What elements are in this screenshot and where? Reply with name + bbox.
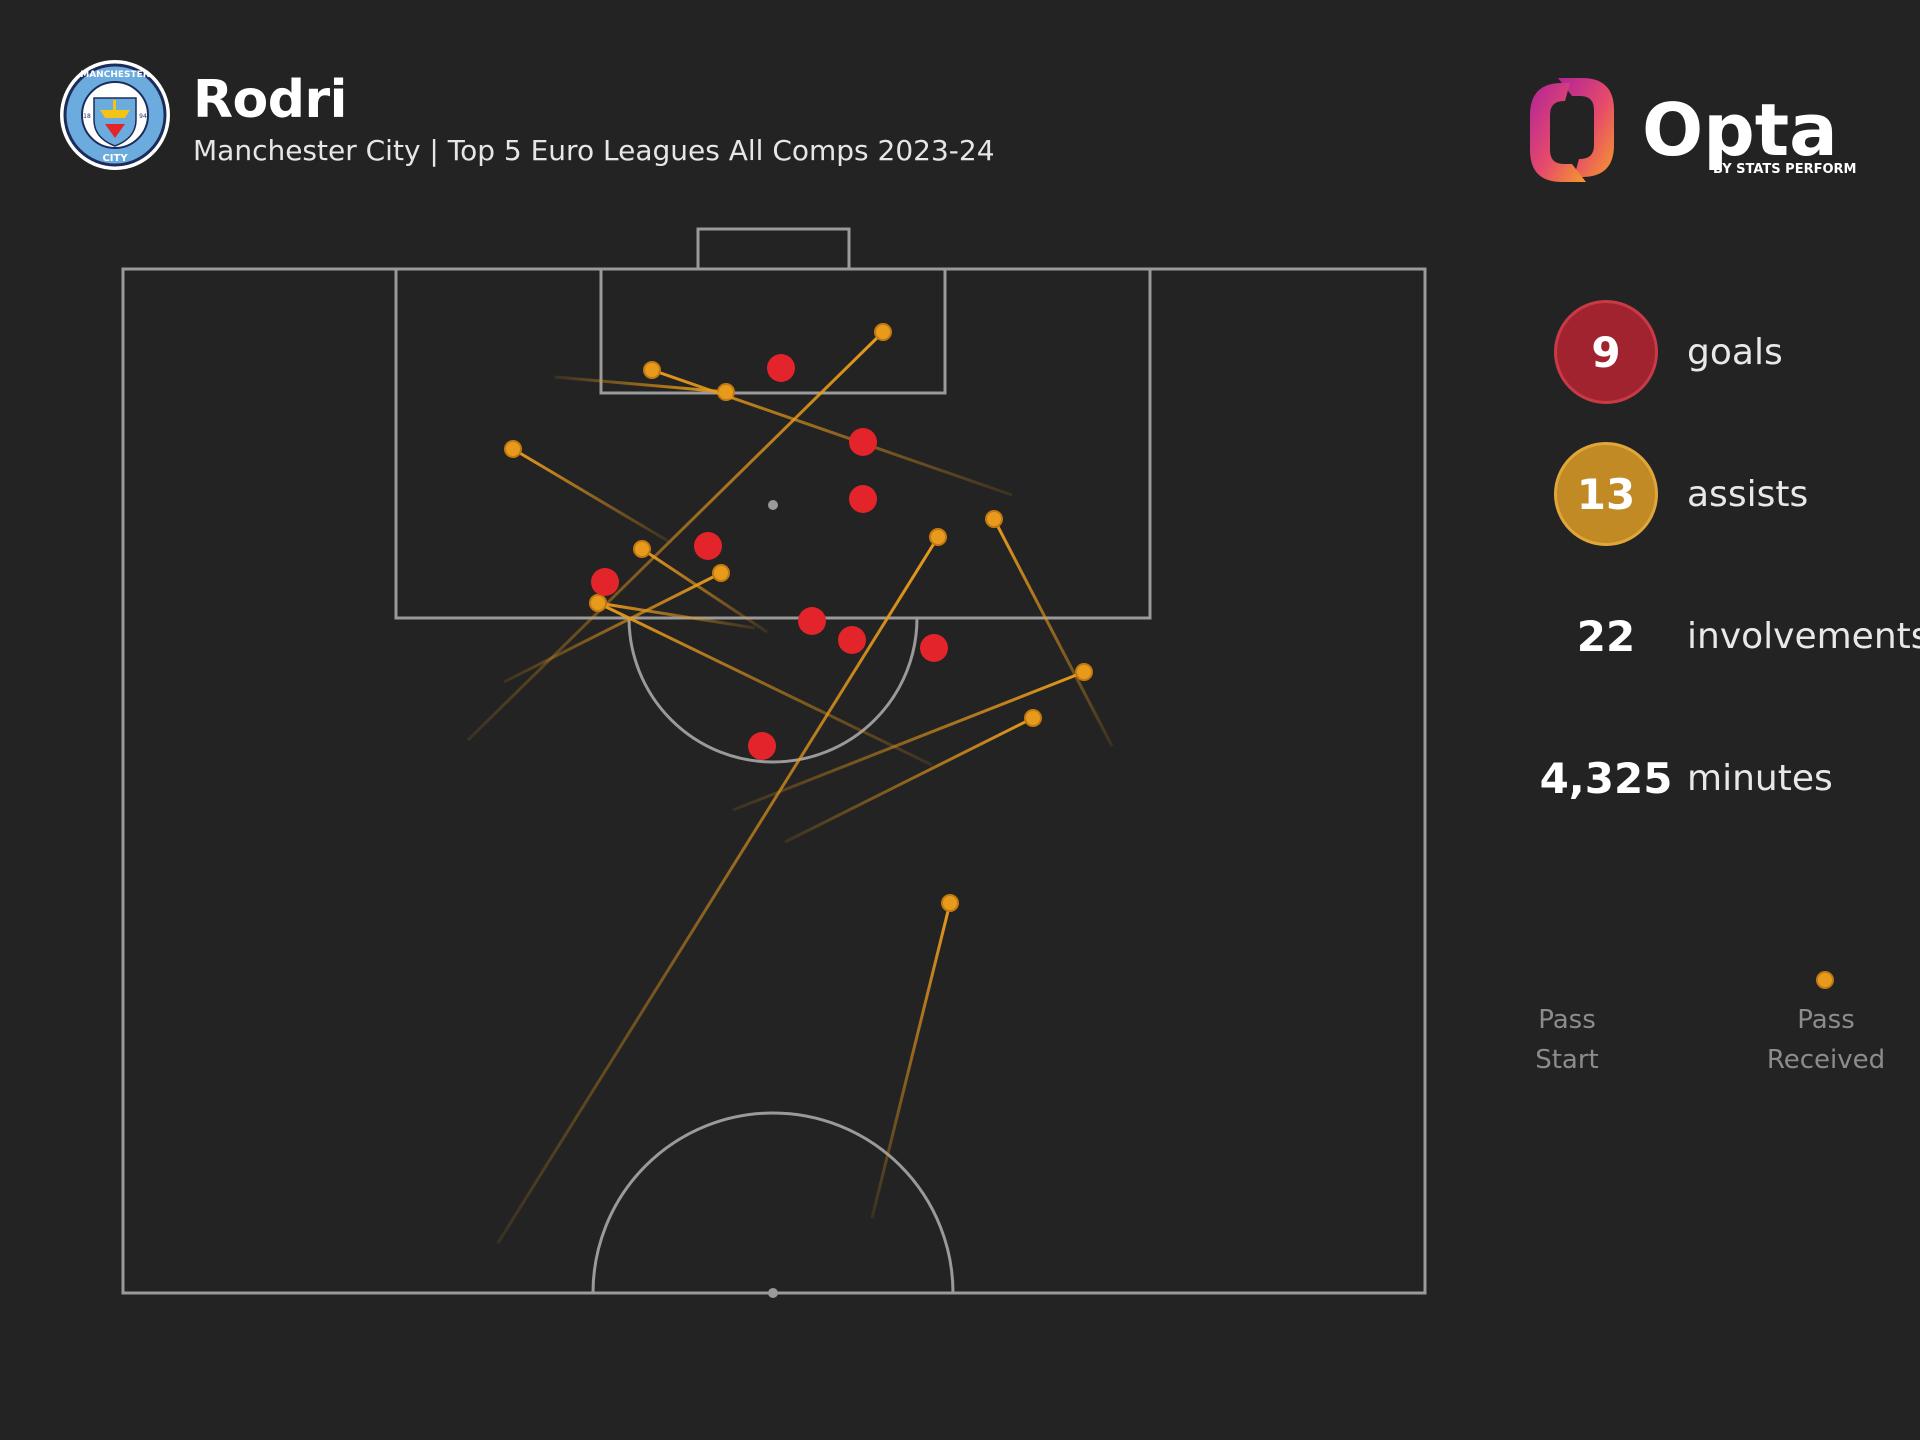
assist-passes bbox=[466, 323, 1114, 1244]
crest-year-right: 94 bbox=[139, 113, 147, 120]
goal-shots bbox=[591, 354, 948, 760]
legend-start-line1: Pass bbox=[1538, 1005, 1596, 1035]
assist-pass-line bbox=[651, 368, 1013, 497]
chart-subtitle: Manchester City | Top 5 Euro Leagues All… bbox=[193, 134, 995, 167]
pass-received-marker bbox=[504, 440, 522, 458]
penalty-arc bbox=[627, 617, 919, 764]
assist-pass-line bbox=[554, 375, 727, 394]
assist-pass-line bbox=[784, 716, 1034, 844]
brand-name: Opta bbox=[1642, 88, 1838, 172]
assists-badge: 13 bbox=[1554, 442, 1658, 546]
goal-shot-marker bbox=[838, 626, 866, 654]
legend-start-line2: Start bbox=[1535, 1045, 1599, 1075]
pitch-lines bbox=[121, 227, 1427, 1295]
center-circle-arc bbox=[591, 1111, 955, 1294]
assists-label: assists bbox=[1687, 473, 1809, 515]
pass-received-marker bbox=[874, 323, 892, 341]
assist-pass-line bbox=[503, 571, 722, 684]
goal-shot-marker bbox=[798, 607, 826, 635]
six-yard-box bbox=[599, 267, 947, 395]
assist-pass-line bbox=[466, 330, 885, 742]
stat-goals: 9 goals bbox=[1530, 300, 1920, 410]
assist-pass-line bbox=[992, 518, 1114, 747]
legend-pass-line bbox=[1566, 971, 1834, 989]
stat-minutes: 4,325 minutes bbox=[1530, 726, 1920, 836]
pass-received-marker bbox=[643, 361, 661, 379]
manchester-city-crest-icon: MANCHESTER CITY 18 94 bbox=[60, 60, 170, 170]
goal-shot-marker bbox=[849, 485, 877, 513]
pass-received-marker bbox=[941, 894, 959, 912]
crest-year-left: 18 bbox=[83, 113, 91, 120]
assist-pass-line bbox=[641, 547, 768, 634]
legend-pass-start: Pass Start bbox=[1497, 1000, 1637, 1080]
pass-received-marker bbox=[589, 594, 607, 612]
assist-pass-line bbox=[597, 601, 756, 630]
center-spot bbox=[768, 1288, 778, 1298]
pitch-boundary bbox=[121, 267, 1427, 1295]
assist-pass-line bbox=[512, 447, 669, 543]
pass-received-marker bbox=[633, 540, 651, 558]
legend-pass-received-marker bbox=[1816, 971, 1834, 989]
penalty-spot bbox=[768, 500, 778, 510]
goals-badge: 9 bbox=[1554, 300, 1658, 404]
pass-received-marker bbox=[1024, 709, 1042, 727]
legend-end-line1: Pass bbox=[1797, 1005, 1855, 1035]
goal-shot-marker bbox=[694, 532, 722, 560]
stat-involvements: 22 involvements bbox=[1530, 584, 1920, 694]
goal-shot-marker bbox=[920, 634, 948, 662]
assist-pass-line bbox=[870, 902, 952, 1219]
goal-shot-marker bbox=[849, 428, 877, 456]
goal-frame bbox=[696, 227, 851, 271]
legend-end-line2: Received bbox=[1766, 1045, 1886, 1075]
stat-assists: 13 assists bbox=[1530, 442, 1920, 552]
goal-shot-marker bbox=[591, 568, 619, 596]
brand-tagline: BY STATS PERFORM bbox=[1713, 162, 1856, 177]
player-name: Rodri bbox=[193, 70, 347, 130]
goals-label: goals bbox=[1687, 331, 1783, 373]
assist-pass-line bbox=[496, 536, 940, 1244]
involvements-value: 22 bbox=[1576, 611, 1636, 661]
pass-received-marker bbox=[1075, 663, 1093, 681]
pass-received-marker bbox=[985, 510, 1003, 528]
crest-text-bottom: CITY bbox=[102, 153, 128, 164]
assist-pass-line bbox=[597, 601, 933, 767]
assists-value: 13 bbox=[1576, 469, 1636, 519]
crest-text-top: MANCHESTER bbox=[80, 70, 150, 80]
goals-value: 9 bbox=[1591, 327, 1621, 377]
assist-pass-line bbox=[732, 670, 1085, 812]
pass-received-marker bbox=[712, 564, 730, 582]
goal-shot-marker bbox=[748, 732, 776, 760]
legend-pass-received: Pass Received bbox=[1756, 1000, 1896, 1080]
pass-received-marker bbox=[929, 528, 947, 546]
goal-shot-marker bbox=[767, 354, 795, 382]
minutes-value: 4,325 bbox=[1539, 753, 1673, 803]
minutes-label: minutes bbox=[1687, 757, 1833, 799]
involvements-label: involvements bbox=[1687, 615, 1920, 657]
opta-logo-icon: Opta BY STATS PERFORM bbox=[1530, 78, 1856, 182]
